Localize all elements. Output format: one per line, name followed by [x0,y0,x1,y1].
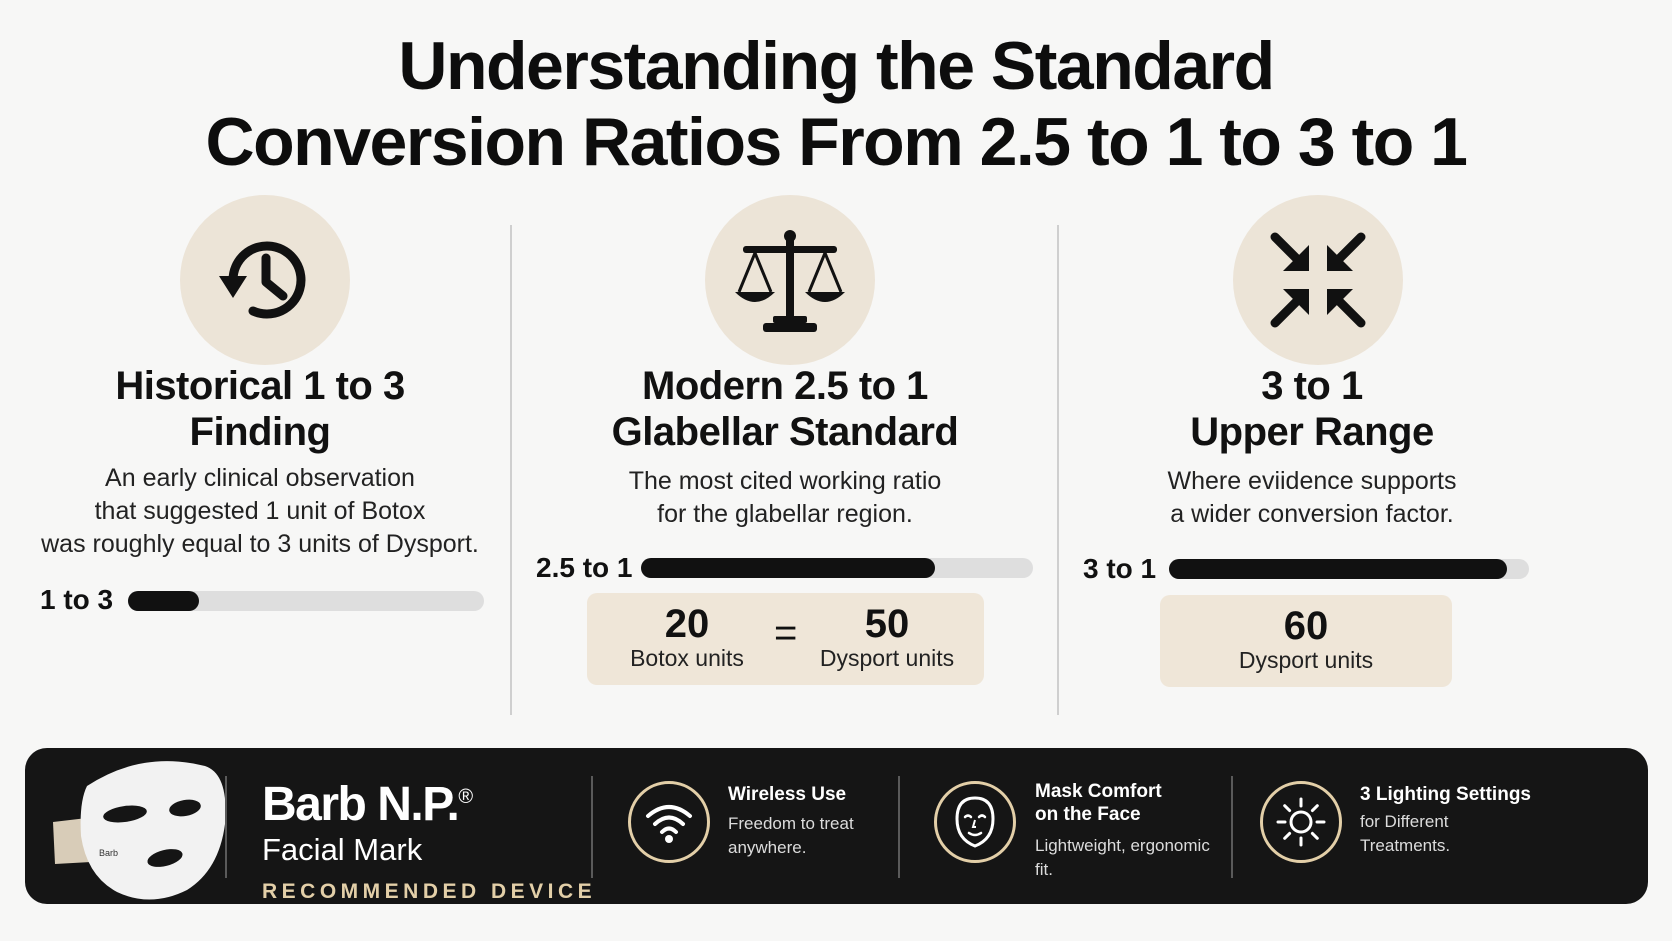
column-title-line: Glabellar Standard [611,410,959,454]
units-value: 20 [664,602,710,646]
botox-units: 20 Botox units [607,603,767,671]
column-description: The most cited working ratio for the gla… [530,465,1040,531]
description-line: for the glabellar region. [657,500,913,528]
footer-divider [591,776,593,878]
description-line: An early clinical observation [105,464,415,492]
column-title-line: 3 to 1 [1261,364,1363,408]
description-line: was roughly equal to 3 units of Dysport. [41,530,479,558]
footer-divider [1231,776,1233,878]
brand-block: Barb N.P.® Facial Mark RECOMMENDED DEVIC… [262,772,596,904]
equals-sign: = [774,611,798,655]
column-upper-range: 3 to 1 Upper Range Where eviidence suppo… [1077,195,1547,725]
feature-description-line: Treatments. [1360,836,1451,855]
description-line: that suggested 1 unit of Botox [94,497,426,525]
ratio-bar-track [1169,559,1529,579]
feature-description-line: anywhere. [728,838,807,857]
ratio-bar-label: 1 to 3 [40,584,114,615]
units-value: 50 [864,602,910,646]
column-title-line: Modern 2.5 to 1 [642,364,928,408]
feature-description-line: fit. [1035,860,1053,879]
feature-description-line: for Different [1360,812,1449,831]
column-title-line: Upper Range [1190,410,1434,454]
feature-mask-comfort: Mask Comfort on the Face Lightweight, er… [1035,780,1210,882]
feature-title-line: on the Face [1035,804,1141,825]
brand-subtitle: Facial Mark [262,832,423,867]
column-divider [1057,225,1059,715]
ratio-bar-fill [1169,559,1508,579]
units-value: 60 [1283,604,1329,648]
feature-wireless: Wireless Use Freedom to treat anywhere. [728,783,854,860]
wifi-icon [628,781,710,863]
dysport-units: 60 Dysport units [1160,605,1452,673]
sun-icon [1260,781,1342,863]
ratio-bar-label: 3 to 1 [1083,553,1157,584]
description-line: The most cited working ratio [628,467,942,495]
description-line: a wider conversion factor. [1170,500,1454,528]
feature-description: Lightweight, ergonomic fit. [1035,834,1210,882]
ratio-bar-fill [128,591,200,611]
feature-description-line: Freedom to treat [728,814,854,833]
recommended-device-banner: Barb Barb N.P.® Facial Mark RECOMMENDED … [25,748,1648,904]
feature-title: Mask Comfort on the Face [1035,780,1210,826]
column-divider [510,225,512,715]
recommended-device-tag: RECOMMENDED DEVICE [262,880,597,903]
brand-name-text: Barb N.P. [262,778,460,831]
column-title-line: Finding [189,410,331,454]
column-historical: Historical 1 to 3 Finding An early clini… [30,195,490,725]
compress-arrows-icon [1233,195,1403,365]
history-clock-icon [180,195,350,365]
feature-description: Freedom to treat anywhere. [728,812,854,860]
units-label: Botox units [630,645,744,671]
ratio-bar-fill [641,558,935,578]
feature-title: Wireless Use [728,784,847,805]
feature-title-line: Mask Comfort [1035,781,1162,802]
facial-mask-image: Barb [47,752,232,902]
feature-title: 3 Lighting Settings [1360,784,1531,805]
footer-divider [898,776,900,878]
column-description: Where eviidence supports a wider convers… [1077,465,1547,531]
units-label: Dysport units [1238,647,1374,673]
page-title: Understanding the Standard Conversion Ra… [0,28,1672,180]
column-title: 3 to 1 Upper Range [1077,363,1547,455]
page-title-line-1: Understanding the Standard [398,28,1275,104]
footer-divider [225,776,227,878]
column-title-line: Historical 1 to 3 [115,364,405,408]
balance-scale-icon [705,195,875,365]
ratio-bar-label: 2.5 to 1 [536,552,633,583]
brand-name: Barb N.P.® [262,772,596,830]
column-title: Modern 2.5 to 1 Glabellar Standard [530,363,1040,455]
description-line: Where eviidence supports [1167,467,1457,495]
column-description: An early clinical observation that sugge… [30,462,490,561]
page-title-line-2: Conversion Ratios From 2.5 to 1 to 3 to … [205,104,1468,180]
unit-equivalence-box: 60 Dysport units [1160,595,1452,687]
ratio-bar-track [128,591,484,611]
feature-lighting-settings: 3 Lighting Settings for Different Treatm… [1360,783,1531,858]
registered-mark: ® [458,786,473,808]
face-icon [934,781,1016,863]
column-title: Historical 1 to 3 Finding [30,363,490,455]
dysport-units: 50 Dysport units [802,603,972,671]
column-modern: Modern 2.5 to 1 Glabellar Standard The m… [530,195,1040,725]
feature-description: for Different Treatments. [1360,810,1531,858]
ratio-bar-track [641,558,1033,578]
unit-equivalence-box: 20 Botox units = 50 Dysport units [587,593,984,685]
mask-brand-label: Barb [99,848,118,858]
feature-description-line: Lightweight, ergonomic [1035,836,1210,855]
units-label: Dysport units [819,645,955,671]
